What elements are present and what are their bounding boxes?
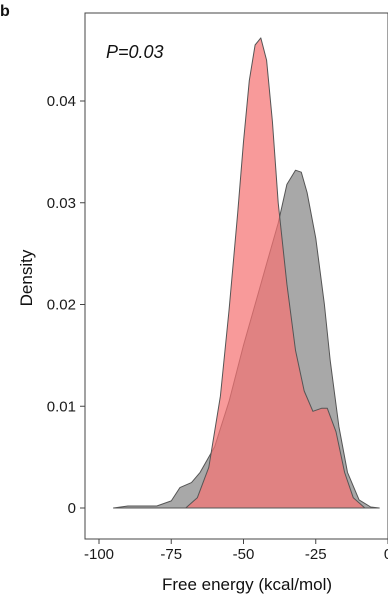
y-tick-label: 0.04: [47, 93, 76, 110]
x-tick-label: -50: [233, 546, 255, 563]
x-axis-label: Free energy (kcal/mol): [162, 575, 332, 594]
density-area-1: [185, 37, 366, 509]
x-tick-label: -25: [305, 546, 327, 563]
y-tick-label: 0.02: [47, 297, 76, 314]
x-tick-label: -100: [84, 546, 114, 563]
x-axis: -100 -75 -50 -25 0: [84, 539, 388, 563]
p-value-annotation: P=0.03: [106, 42, 164, 62]
x-tick-label: 0: [384, 546, 388, 563]
y-tick-label: 0.03: [47, 195, 76, 212]
y-axis-label: Density: [17, 249, 36, 306]
y-tick-label: 0.01: [47, 398, 76, 415]
y-axis: 0 0.01 0.02 0.03 0.04: [47, 93, 85, 517]
plot-frame: [84, 12, 388, 540]
panel-letter: b: [0, 3, 10, 20]
density-series: [113, 37, 380, 509]
y-tick-label: 0: [68, 500, 76, 517]
x-tick-label: -75: [160, 546, 182, 563]
